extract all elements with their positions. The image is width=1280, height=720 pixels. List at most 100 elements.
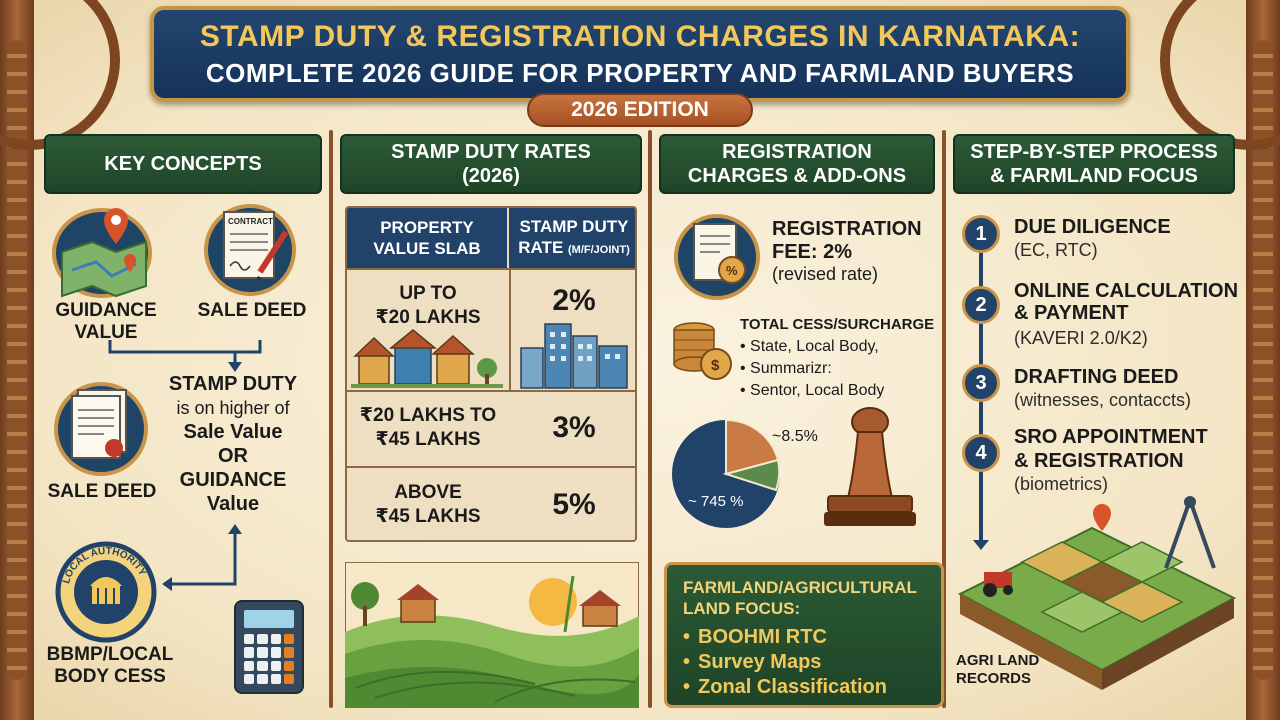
bbmp-cess-label: BBMP/LOCAL BODY CESS [40, 644, 180, 688]
step-2-title-l1: ONLINE CALCULATION [1014, 280, 1239, 302]
cess-item: State, Local Body, [750, 338, 879, 355]
registration-fee-l1: REGISTRATION [772, 218, 922, 240]
column-divider-2 [648, 130, 652, 708]
column-divider-1 [329, 130, 333, 708]
farmland-landscape-illustration [345, 562, 639, 708]
list-item: BOOHMI RTC [683, 625, 925, 650]
key-concepts-heading: KEY CONCEPTS [44, 134, 322, 194]
stamp-duty-rates-heading: STAMP DUTY RATES (2026) [340, 134, 642, 194]
step-1-number: 1 [962, 215, 1000, 253]
key-concepts-heading-text: KEY CONCEPTS [104, 153, 262, 175]
row1-slab-l2: ₹20 LAKHS [375, 307, 481, 328]
row1-slab: UP TO ₹20 LAKHS [347, 276, 509, 336]
title-line-2: COMPLETE 2026 GUIDE FOR PROPERTY AND FAR… [205, 58, 1075, 88]
row3-slab: ABOVE ₹45 LAKHS [347, 468, 509, 540]
stamp-duty-rule-or: OR [218, 445, 248, 467]
farmland-focus-title-l1: FARMLAND/AGRICULTURAL [683, 578, 917, 597]
step-4-title-l2: & REGISTRATION [1014, 450, 1184, 472]
sale-deed-top-label: SALE DEED [197, 300, 307, 321]
col2-header-l1: STAMP DUTY [519, 216, 629, 236]
calculator-icon [234, 600, 304, 694]
process-heading-l2: & FARMLAND FOCUS [990, 165, 1198, 187]
coin-symbol: $ [711, 357, 720, 374]
registration-fee: REGISTRATION FEE: 2% [772, 218, 922, 264]
farmland-focus-list: BOOHMI RTC Survey Maps Zonal Classificat… [683, 625, 925, 700]
process-heading: STEP-BY-STEP PROCESS & FARMLAND FOCUS [953, 134, 1235, 194]
guidance-value-l1: GUIDANCE [55, 300, 157, 321]
row3-slab-l2: ₹45 LAKHS [375, 506, 481, 527]
row1-slab-l1: UP TO [399, 283, 457, 304]
step-3-title: DRAFTING DEED [1014, 366, 1179, 388]
row3-slab-l1: ABOVE [394, 482, 462, 503]
doc-percent-glyph: % [726, 263, 738, 278]
table-header-rate: STAMP DUTY RATE (M/F/JOINT) [509, 208, 635, 268]
step-4-title-l1: SRO APPOINTMENT [1014, 426, 1208, 448]
stamp-rates-heading-l1: STAMP DUTY RATES [391, 141, 591, 163]
houses-icon [351, 329, 503, 388]
coin-stack-icon: $ [673, 322, 732, 380]
agri-land-map-illustration [957, 496, 1237, 690]
bbmp-cess-l1: BBMP/LOCAL [46, 644, 174, 665]
agri-label-l1: AGRI LAND [956, 652, 1040, 669]
step-2-number: 2 [962, 286, 1000, 324]
edition-badge: 2026 EDITION [527, 93, 753, 127]
step-3-number: 3 [962, 364, 1000, 402]
farmland-focus-box: FARMLAND/AGRICULTURAL LAND FOCUS: BOOHMI… [664, 562, 944, 708]
stamp-duty-rule-sale-value: Sale Value [183, 421, 283, 443]
stamp-duty-rule-mid: is on higher of [176, 398, 290, 418]
step-1-title: DUE DILIGENCE [1014, 216, 1171, 238]
guidance-value-label: GUIDANCE VALUE [46, 300, 166, 344]
stamp-duty-rule-guidance: GUIDANCE [179, 469, 287, 491]
row2-slab: ₹20 LAKHS TO ₹45 LAKHS [347, 392, 509, 464]
registration-fee-note: (revised rate) [772, 264, 879, 284]
percent-document-icon: % [693, 223, 746, 284]
cess-item: Sentor, Local Body [750, 382, 885, 399]
title-line-1: STAMP DUTY & REGISTRATION CHARGES IN KAR… [199, 20, 1081, 53]
pie-large-label: ~ 745 % [688, 493, 743, 510]
step-4-sub: (biometrics) [1014, 474, 1109, 494]
col2-header-l2: RATE [518, 237, 564, 257]
row2-slab-l2: ₹45 LAKHS [375, 429, 481, 450]
step-1-sub: (EC, RTC) [1014, 240, 1098, 260]
city-buildings-icon [520, 323, 628, 389]
list-item: Zonal Classification [683, 675, 925, 700]
registration-heading: REGISTRATION CHARGES & ADD-ONS [659, 134, 935, 194]
bbmp-cess-l2: BODY CESS [54, 666, 166, 687]
local-authority-seal-icon: LOCAL AUTHORITY [55, 541, 157, 643]
cess-title: TOTAL CESS/SURCHARGE [740, 316, 935, 333]
step-2-title-l2: & PAYMENT [1014, 302, 1129, 324]
cess-items: • State, Local Body, • Summarizr: • Sent… [740, 338, 885, 399]
sale-deed-document-icon [71, 389, 127, 459]
col1-header-l1: PROPERTY [380, 218, 474, 237]
registration-heading-l1: REGISTRATION [722, 141, 872, 163]
contract-icon: CONTRACT [223, 211, 289, 282]
stamp-rates-heading-l2: (2026) [462, 165, 520, 187]
agri-label-l2: RECORDS [956, 670, 1032, 687]
col1-header-l2: VALUE SLAB [373, 239, 481, 258]
col2-header-small: (M/F/JOINT) [568, 243, 630, 256]
registration-fee-l2: FEE: 2% [772, 241, 853, 263]
farmland-focus-title-l2: LAND FOCUS: [683, 599, 801, 618]
concept-connectors [108, 340, 262, 591]
contract-word: CONTRACT [228, 217, 273, 226]
registration-heading-l2: CHARGES & ADD-ONS [687, 165, 907, 187]
stamp-duty-rule: STAMP DUTY is on higher of Sale Value OR… [158, 372, 308, 516]
map-pin-icon [61, 208, 147, 298]
list-item: Survey Maps [683, 650, 925, 675]
stamp-duty-rule-value: Value [206, 493, 260, 515]
row3-rate: 5% [552, 488, 596, 521]
stamp-duty-rate-table: PROPERTY VALUE SLAB STAMP DUTY RATE (M/F… [345, 206, 637, 542]
title-banner: STAMP DUTY & REGISTRATION CHARGES IN KAR… [150, 6, 1130, 102]
step-3-sub: (witnesses, contaccts) [1014, 390, 1192, 410]
agri-land-records-label: AGRI LAND RECORDS [956, 652, 1039, 688]
row1-rate: 2% [552, 284, 596, 317]
step-4-number: 4 [962, 434, 1000, 472]
sale-deed-bottom-label: SALE DEED [47, 481, 157, 502]
row2-slab-l1: ₹20 LAKHS TO [359, 405, 497, 426]
stamp-duty-rule-title: STAMP DUTY [168, 373, 298, 395]
cess-pie-chart: ~ 745 % [672, 418, 781, 528]
cess-item: Summarizr: [750, 360, 832, 377]
column-divider-3 [942, 130, 946, 708]
row2-rate: 3% [552, 411, 596, 444]
process-heading-l1: STEP-BY-STEP PROCESS [970, 141, 1218, 163]
